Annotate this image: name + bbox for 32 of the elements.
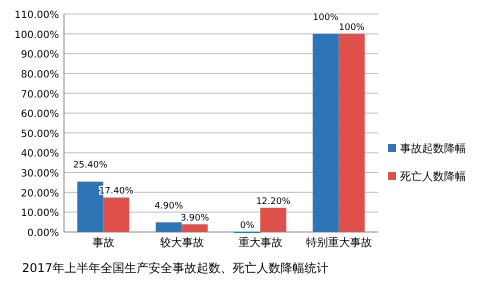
bar (312, 34, 339, 232)
y-tick-label: 20.00% (20, 188, 59, 200)
x-tick-label: 特别重大事故 (306, 236, 372, 249)
y-tick-label: 40.00% (20, 148, 59, 160)
y-tick-label: 110.00% (14, 10, 59, 21)
x-tick-label: 重大事故 (238, 236, 282, 249)
y-tick-label: 70.00% (20, 89, 59, 100)
bar (156, 222, 182, 232)
y-tick-label: 100.00% (14, 30, 59, 41)
legend-label: 事故起数降幅 (400, 142, 466, 155)
data-label: 4.90% (154, 201, 184, 212)
data-label: 12.20% (256, 196, 291, 207)
y-tick-label: 90.00% (20, 50, 59, 61)
bar (103, 198, 130, 232)
x-tick-label: 事故 (92, 236, 114, 249)
y-tick-label: 50.00% (20, 128, 59, 140)
x-tick-label: 较大事故 (160, 236, 204, 249)
y-tick-label: 60.00% (20, 109, 59, 120)
data-label: 0% (240, 221, 255, 231)
legend-label: 死亡人数降幅 (400, 170, 466, 183)
y-tick-label: 10.00% (20, 208, 59, 220)
data-label: 100% (312, 12, 340, 23)
y-tick-label: 0.00% (27, 228, 59, 239)
data-label: 25.40% (73, 160, 108, 171)
data-label: 100% (338, 22, 366, 33)
y-tick-label: 80.00% (20, 69, 59, 80)
bar (338, 34, 365, 232)
y-tick-label: 30.00% (20, 168, 59, 180)
text: 2017年上半年全国生产安全事故起数、死亡人数降幅统计 (22, 261, 329, 275)
bar (260, 208, 286, 232)
bar (182, 224, 208, 232)
data-label: 3.90% (180, 213, 210, 224)
